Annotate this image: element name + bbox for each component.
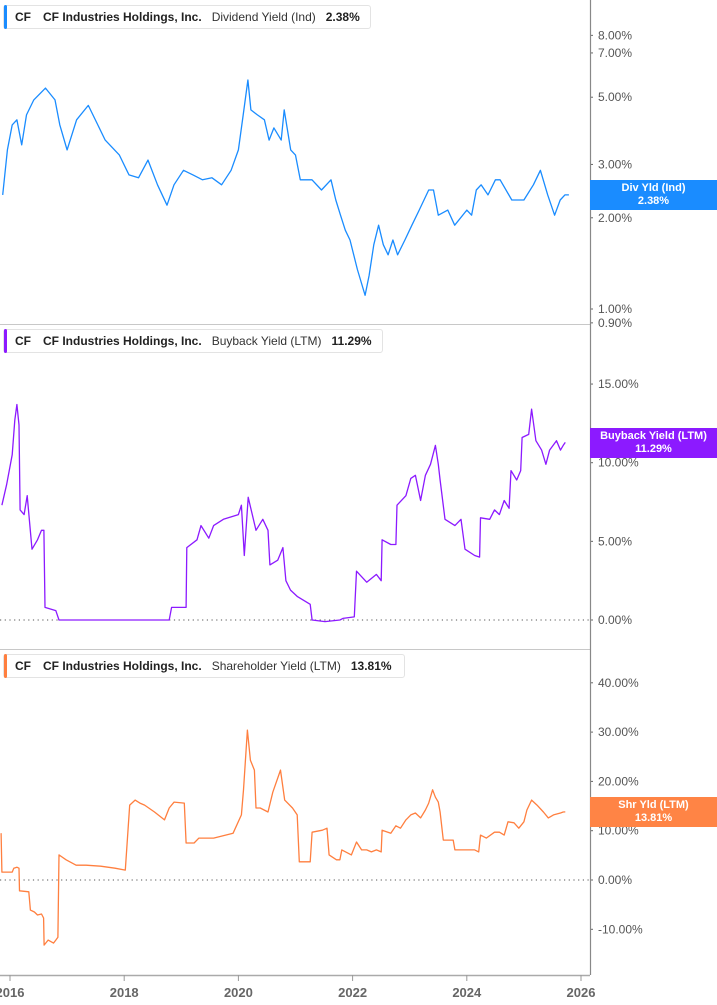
panel-3: 40.00% 30.00% 20.00% 10.00% 0.00% -10.00% (0, 676, 643, 946)
panel-2: 15.00% 10.00% 5.00% 0.00% (0, 377, 639, 627)
badge-dividend-yield: Div Yld (Ind) 2.38% (590, 180, 717, 210)
y-tick-label: 10.00% (598, 456, 639, 470)
series-color-bar (4, 654, 7, 678)
y-tick-label: 2.00% (598, 211, 632, 225)
y-tick-label: 40.00% (598, 676, 639, 690)
x-tick-label: 2020 (224, 985, 253, 1000)
series-line (1, 403, 566, 623)
legend-metric: Shareholder Yield (LTM) (211, 659, 341, 673)
series-color-bar (4, 329, 7, 353)
legend-company: CF Industries Holdings, Inc. (43, 659, 202, 673)
y-tick-label: 0.00% (598, 873, 632, 887)
y-tick-label: 8.00% (598, 28, 632, 42)
badge-buyback-yield: Buyback Yield (LTM) 11.29% (590, 428, 717, 458)
y-tick-label: 15.00% (598, 377, 639, 391)
legend-ticker: CF (15, 334, 31, 348)
series-color-bar (4, 5, 7, 29)
legend-value: 13.81% (350, 659, 392, 673)
legend-metric: Dividend Yield (Ind) (211, 10, 316, 24)
y-tick-label: 5.00% (598, 534, 632, 548)
x-tick-label: 2026 (567, 985, 596, 1000)
y-tick-label: 0.00% (598, 613, 632, 627)
y-tick-label: 10.00% (598, 824, 639, 838)
series-line (0, 729, 566, 946)
badge-value: 13.81% (634, 812, 673, 824)
x-tick-label: 2018 (110, 985, 139, 1000)
badge-value: 11.29% (635, 443, 672, 455)
badge-label: Div Yld (Ind) (621, 182, 686, 194)
y-tick-label: 20.00% (598, 774, 639, 788)
badge-value: 2.38% (637, 195, 670, 207)
x-tick-label: 2022 (338, 985, 367, 1000)
legend-ticker: CF (15, 659, 31, 673)
badge-label: Buyback Yield (LTM) (600, 430, 707, 442)
badge-label: Shr Yld (LTM) (618, 799, 689, 811)
panel-1: 8.00% 7.00% 5.00% 3.00% 2.00% 1.00%0.90% (2, 28, 632, 330)
legend-metric: Buyback Yield (LTM) (211, 334, 322, 348)
y-tick-label: -10.00% (598, 922, 643, 936)
x-tick-label: 2016 (0, 985, 24, 1000)
legend-ticker: CF (15, 10, 31, 24)
x-tick-label: 2024 (452, 985, 482, 1000)
y-tick-label: 7.00% (598, 46, 632, 60)
legend-value: 11.29% (331, 334, 372, 348)
y-tick-label: 3.00% (598, 157, 632, 171)
series-line (2, 79, 569, 296)
legend-value: 2.38% (325, 10, 360, 24)
legend-company: CF Industries Holdings, Inc. (43, 10, 202, 24)
legend-company: CF Industries Holdings, Inc. (43, 334, 202, 348)
legend-dividend-yield[interactable]: CF CF Industries Holdings, Inc. Dividend… (3, 5, 371, 29)
y-tick-label: 1.00% (598, 302, 632, 316)
y-tick-label: 0.90% (598, 316, 632, 330)
y-tick-label: 30.00% (598, 725, 639, 739)
legend-shareholder-yield[interactable]: CF CF Industries Holdings, Inc. Sharehol… (3, 654, 405, 678)
badge-shareholder-yield: Shr Yld (LTM) 13.81% (590, 797, 717, 827)
y-tick-label: 5.00% (598, 90, 632, 104)
legend-buyback-yield[interactable]: CF CF Industries Holdings, Inc. Buyback … (3, 329, 383, 353)
